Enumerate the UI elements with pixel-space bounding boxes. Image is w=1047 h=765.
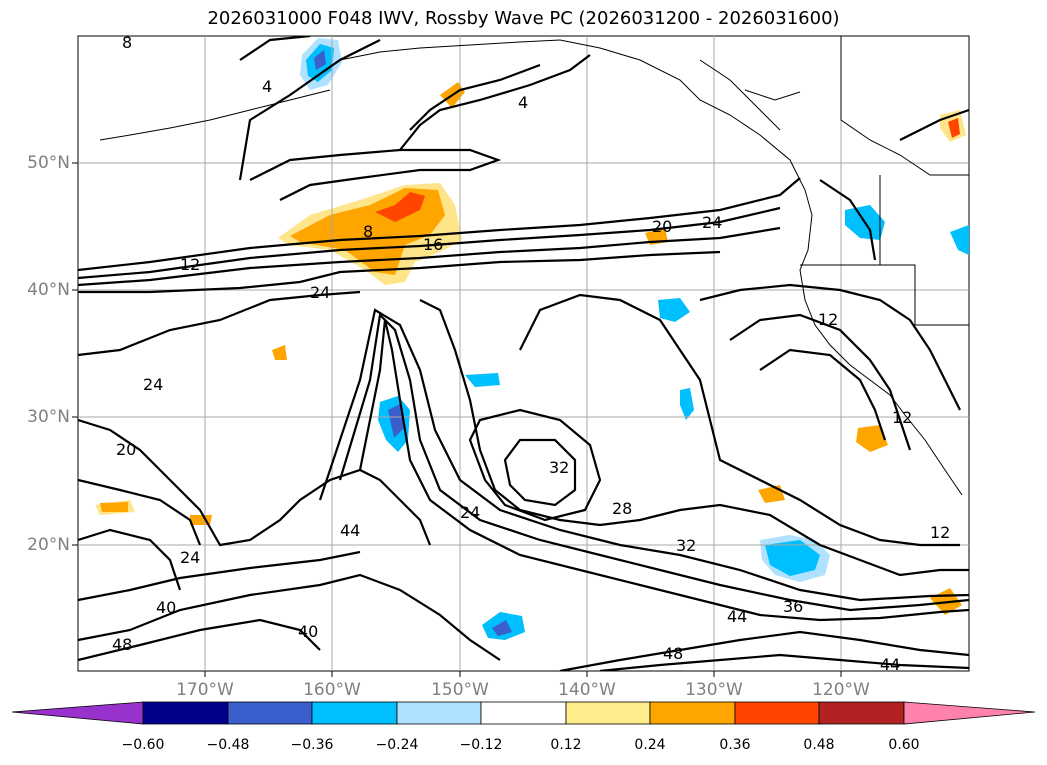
colorbar-segment <box>142 701 229 725</box>
colorbar-tick-label: −0.60 <box>121 737 165 753</box>
contour-label: 24 <box>310 283 330 302</box>
contour-label: 36 <box>783 597 803 616</box>
colorbar-segment <box>227 701 313 725</box>
lat-label: 50°N <box>27 153 70 173</box>
coastline <box>99 36 969 496</box>
colorbar-segment <box>311 701 398 725</box>
contour-label: 24 <box>180 548 200 567</box>
colorbar-tick-label: −0.36 <box>290 737 334 753</box>
negative-anomaly-peak <box>492 620 512 636</box>
colorbar-tick-label: −0.24 <box>375 737 419 753</box>
colorbar-segment <box>734 701 820 725</box>
contour-label: 4 <box>518 93 528 112</box>
negative-anomaly-core <box>765 540 820 576</box>
contour-label: 40 <box>298 622 318 641</box>
contour-labels: 8 4 4 8 16 12 20 24 24 24 20 32 28 24 44… <box>112 33 950 674</box>
lon-label: 150°W <box>431 680 489 700</box>
positive-anomaly-patch <box>856 425 888 452</box>
axis-ticks <box>72 162 842 677</box>
map-frame <box>77 35 970 672</box>
lon-label: 130°W <box>685 680 743 700</box>
negative-anomaly-patch <box>658 298 690 322</box>
negative-anomaly-patch <box>680 388 694 420</box>
contour-label: 48 <box>112 635 132 654</box>
colorbar-max-extend <box>903 701 1036 725</box>
colorbar-tick-label: 0.24 <box>634 737 666 753</box>
contour-label: 12 <box>818 310 838 329</box>
positive-anomaly-patch <box>948 118 960 138</box>
contour-label: 24 <box>460 503 480 522</box>
contour-label: 32 <box>676 536 696 555</box>
negative-anomaly-peak <box>388 404 404 438</box>
contour-label: 32 <box>549 458 569 477</box>
lat-label: 30°N <box>27 407 70 427</box>
contour-label: 12 <box>180 255 200 274</box>
negative-anomaly-patch <box>465 373 500 387</box>
negative-anomaly-peak <box>314 50 326 70</box>
positive-anomaly-peak <box>375 192 425 222</box>
contour-label: 28 <box>612 499 632 518</box>
lon-label: 170°W <box>176 680 234 700</box>
lat-label: 40°N <box>27 280 70 300</box>
contour-label: 48 <box>663 644 683 663</box>
iwv-contours <box>78 36 969 671</box>
colorbar-min-extend <box>11 701 144 725</box>
colorbar-segment <box>818 701 905 725</box>
lat-label: 20°N <box>27 535 70 555</box>
contour-label: 8 <box>363 222 373 241</box>
negative-anomaly-patch <box>950 225 969 255</box>
contour-label: 44 <box>880 655 900 674</box>
colorbar-tick-label: 0.60 <box>888 737 920 753</box>
colorbar-tick-label: 0.36 <box>719 737 751 753</box>
contour-label: 44 <box>727 607 747 626</box>
lon-label: 140°W <box>558 680 616 700</box>
contour-label: 12 <box>892 408 912 427</box>
positive-anomaly-patch <box>100 502 128 512</box>
contour-label: 44 <box>340 521 360 540</box>
colorbar-segment <box>565 701 651 725</box>
colorbar-segment <box>649 701 736 725</box>
map-title: 2026031000 F048 IWV, Rossby Wave PC (202… <box>207 8 840 29</box>
contour-label: 16 <box>423 235 443 254</box>
contour-label: 4 <box>262 77 272 96</box>
lon-label: 120°W <box>812 680 870 700</box>
contour-label: 40 <box>156 598 176 617</box>
lon-label: 160°W <box>303 680 361 700</box>
colorbar-tick-label: −0.12 <box>459 737 503 753</box>
colorbar-segment <box>480 701 567 725</box>
colorbar-segment <box>396 701 482 725</box>
colorbar-tick-label: −0.48 <box>206 737 250 753</box>
contour-label: 24 <box>143 375 163 394</box>
colorbar-tick-label: 0.12 <box>550 737 582 753</box>
positive-anomaly-patch <box>272 345 287 360</box>
contour-label: 20 <box>116 440 136 459</box>
colorbar <box>11 701 1036 725</box>
contour-label: 12 <box>930 523 950 542</box>
contour-label: 8 <box>122 33 132 52</box>
colorbar-tick-label: 0.48 <box>803 737 835 753</box>
contour-label: 20 <box>652 217 672 236</box>
contour-label: 24 <box>702 213 722 232</box>
